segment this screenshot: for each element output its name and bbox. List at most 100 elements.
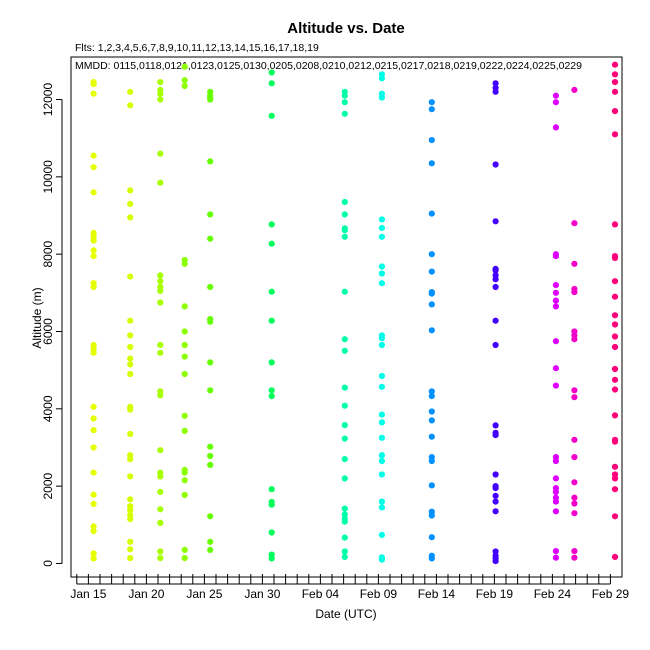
data-point — [181, 546, 188, 554]
data-point — [341, 225, 348, 232]
data-point — [378, 216, 385, 223]
data-point — [611, 376, 619, 383]
data-point — [207, 452, 214, 460]
data-point — [268, 69, 275, 76]
data-point — [90, 550, 97, 557]
data-point — [611, 471, 619, 478]
data-point — [207, 387, 214, 394]
data-point — [157, 272, 164, 279]
data-point — [492, 84, 499, 91]
data-point — [207, 235, 214, 242]
data-point — [341, 435, 348, 442]
data-point — [181, 341, 188, 349]
data-point — [157, 86, 164, 93]
x-tick-label: Feb 19 — [476, 587, 514, 601]
data-point — [341, 198, 348, 206]
data-point — [207, 316, 214, 323]
data-point — [341, 384, 348, 391]
data-point — [571, 260, 578, 267]
x-axis: Jan 15 Jan 20 Jan 25 Jan 30 Feb 04 Feb 09 Feb … — [70, 574, 629, 601]
data-point — [157, 447, 164, 454]
mmdd-header: MMDD: 0115,0118,0121,0123,0125,0130,0205… — [75, 60, 582, 72]
data-point — [571, 394, 578, 401]
data-point — [207, 461, 214, 468]
y-tick-label: 6000 — [41, 318, 55, 345]
y-tick-label: 2000 — [41, 472, 55, 499]
data-point — [378, 471, 385, 478]
data-point — [428, 137, 435, 144]
data-point — [341, 288, 348, 295]
data-point — [378, 457, 385, 465]
data-point — [157, 469, 164, 476]
data-point — [268, 551, 275, 558]
data-point — [207, 546, 214, 554]
data-point — [268, 112, 275, 119]
data-point — [378, 341, 385, 349]
data-point — [552, 494, 560, 501]
data-point — [341, 475, 348, 482]
data-point — [611, 278, 619, 285]
data-point — [492, 483, 499, 490]
data-point — [341, 422, 348, 429]
data-point — [341, 548, 348, 555]
data-point — [552, 475, 560, 482]
plot-frame — [70, 56, 623, 578]
data-point — [428, 251, 435, 258]
data-point — [378, 332, 385, 339]
data-point — [127, 273, 134, 280]
data-point — [90, 427, 97, 434]
y-tick-label: 0 — [41, 560, 55, 567]
data-point — [492, 283, 499, 291]
data-point — [157, 555, 164, 562]
data-point — [157, 79, 164, 86]
data-point — [378, 531, 385, 539]
data-point — [571, 479, 578, 486]
data-point — [268, 393, 275, 400]
data-point — [611, 293, 619, 300]
flights-subtitle: Flts: 1,2,3,4,5,6,7,8,9,10,11,12,13,14,1… — [75, 42, 319, 54]
data-point — [492, 508, 499, 515]
data-point — [207, 513, 214, 520]
data-point — [127, 343, 134, 351]
data-point — [611, 131, 619, 138]
data-point — [571, 510, 578, 517]
data-point — [181, 303, 188, 310]
data-point — [90, 152, 97, 159]
data-point — [492, 471, 499, 478]
data-point — [611, 333, 619, 340]
data-point — [90, 527, 97, 535]
data-point — [268, 221, 275, 228]
data-point — [341, 99, 348, 106]
data-point — [90, 341, 97, 349]
data-point — [157, 488, 164, 495]
data-point — [127, 452, 134, 459]
data-point — [157, 278, 164, 285]
data-point — [552, 99, 560, 106]
data-point — [611, 71, 619, 78]
data-point — [492, 429, 499, 436]
data-point — [341, 336, 348, 343]
data-point — [127, 102, 134, 109]
x-tick-label: Jan 30 — [244, 587, 280, 601]
data-point — [378, 411, 385, 418]
data-point — [428, 408, 435, 415]
data-point — [127, 555, 134, 562]
data-point — [127, 538, 134, 545]
data-point — [181, 82, 188, 90]
data-point — [341, 233, 348, 240]
data-point — [157, 341, 164, 349]
data-point — [127, 214, 134, 221]
data-point — [428, 99, 435, 106]
data-point — [207, 211, 214, 218]
data-point — [428, 289, 435, 296]
data-point — [552, 282, 560, 289]
data-point — [207, 88, 214, 95]
data-point — [157, 548, 164, 555]
data-point — [341, 88, 348, 95]
data-point — [492, 218, 499, 225]
data-point — [428, 268, 435, 275]
data-point — [571, 500, 578, 507]
data-point — [611, 61, 619, 68]
data-point — [90, 79, 97, 86]
data-point — [492, 317, 499, 324]
